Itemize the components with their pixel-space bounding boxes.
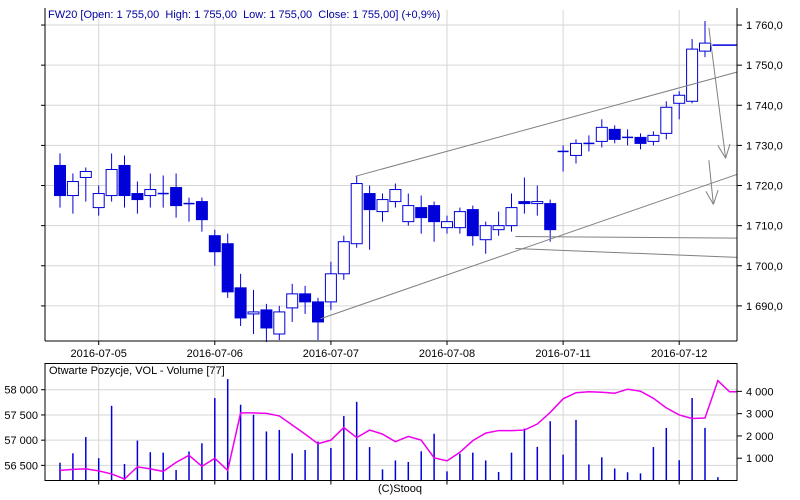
- open-interest-line: [59, 379, 737, 480]
- date-label: 2016-07-08: [419, 348, 475, 360]
- price-tick-label: 1 720,0: [746, 181, 783, 193]
- candle-body: [234, 287, 247, 319]
- candle-body: [673, 94, 686, 104]
- candle-body: [376, 199, 389, 213]
- date-label: 2016-07-06: [187, 348, 243, 360]
- candle-body: [634, 136, 647, 144]
- candle-body: [389, 189, 402, 203]
- candle-body: [531, 201, 544, 205]
- candle-body: [402, 205, 415, 223]
- candle-body: [208, 235, 221, 253]
- trendline: [515, 235, 738, 239]
- open-interest-tick-label: 56 500: [4, 460, 38, 472]
- date-label: 2016-07-12: [651, 348, 707, 360]
- volume-tick-label: 3 000: [746, 409, 774, 421]
- candle-body: [570, 142, 582, 156]
- down-arrow-head: [705, 191, 714, 205]
- candle-body: [544, 203, 557, 231]
- open-interest-tick-label: 58 000: [4, 385, 38, 397]
- trendline: [515, 248, 738, 258]
- down-arrow-head: [712, 189, 719, 205]
- candle-body: [221, 243, 234, 293]
- down-arrow-shaft: [708, 160, 714, 205]
- down-arrow-head: [717, 145, 727, 159]
- candle-body: [608, 128, 621, 140]
- price-panel-title: FW20 [Open: 1 755,00 High: 1 755,00 Low:…: [48, 9, 441, 21]
- candle-body: [415, 207, 428, 219]
- candle-body: [595, 126, 608, 142]
- volume-panel-border: [44, 363, 738, 481]
- candle-body: [428, 205, 441, 223]
- price-tick-label: 1 740,0: [746, 100, 783, 112]
- candle-body: [144, 189, 157, 197]
- candle-body: [647, 134, 660, 142]
- candle-body: [273, 311, 286, 335]
- candle-body: [337, 241, 350, 275]
- date-label: 2016-07-11: [535, 348, 590, 360]
- candle-body: [441, 221, 453, 229]
- trendline: [320, 173, 738, 320]
- candle-body: [479, 225, 492, 241]
- price-tick-label: 1 750,0: [746, 60, 783, 72]
- candle-body: [105, 168, 118, 197]
- candle-body: [312, 301, 324, 323]
- volume-panel-title: Otwarte Pozycje, VOL - Volume [77]: [49, 365, 225, 377]
- down-arrow-head: [725, 143, 731, 159]
- candle-body: [363, 193, 376, 211]
- volume-tick-label: 1 000: [746, 453, 774, 465]
- candle-body: [686, 48, 699, 102]
- candle-body: [286, 293, 299, 309]
- open-interest-tick-label: 57 000: [4, 435, 38, 447]
- volume-tick-label: 2 000: [746, 431, 774, 443]
- price-tick-label: 1 700,0: [746, 261, 783, 273]
- open-interest-tick-label: 57 500: [4, 410, 38, 422]
- candle-body: [324, 273, 337, 303]
- candle-body: [518, 201, 531, 205]
- price-tick-label: 1 730,0: [746, 140, 783, 152]
- candle-body: [505, 207, 518, 227]
- candle-body: [299, 293, 312, 303]
- candle-body: [453, 211, 466, 229]
- candle-body: [118, 164, 131, 197]
- candle-body: [131, 193, 144, 201]
- candle-body: [260, 309, 273, 329]
- candle-body: [350, 183, 363, 245]
- trendline: [355, 71, 738, 177]
- candle-body: [79, 170, 92, 179]
- candle-body: [660, 106, 673, 134]
- candle-body: [92, 193, 105, 209]
- down-arrow-shaft: [708, 27, 727, 159]
- candle-body: [247, 311, 260, 315]
- volume-tick-label: 4 000: [746, 386, 774, 398]
- candle-body: [66, 181, 79, 197]
- candle-body: [492, 225, 505, 231]
- copyright-label: (C)Stooq: [377, 483, 423, 495]
- date-label: 2016-07-07: [303, 348, 359, 360]
- candle-body: [54, 164, 66, 197]
- candle-body: [466, 209, 479, 237]
- date-label: 2016-07-05: [71, 348, 127, 360]
- candle-body: [170, 187, 183, 207]
- price-tick-label: 1 690,0: [746, 301, 783, 313]
- candle-body: [699, 42, 711, 52]
- candle-body: [195, 201, 208, 221]
- price-tick-label: 1 710,0: [746, 221, 783, 233]
- price-tick-label: 1 760,0: [746, 20, 783, 32]
